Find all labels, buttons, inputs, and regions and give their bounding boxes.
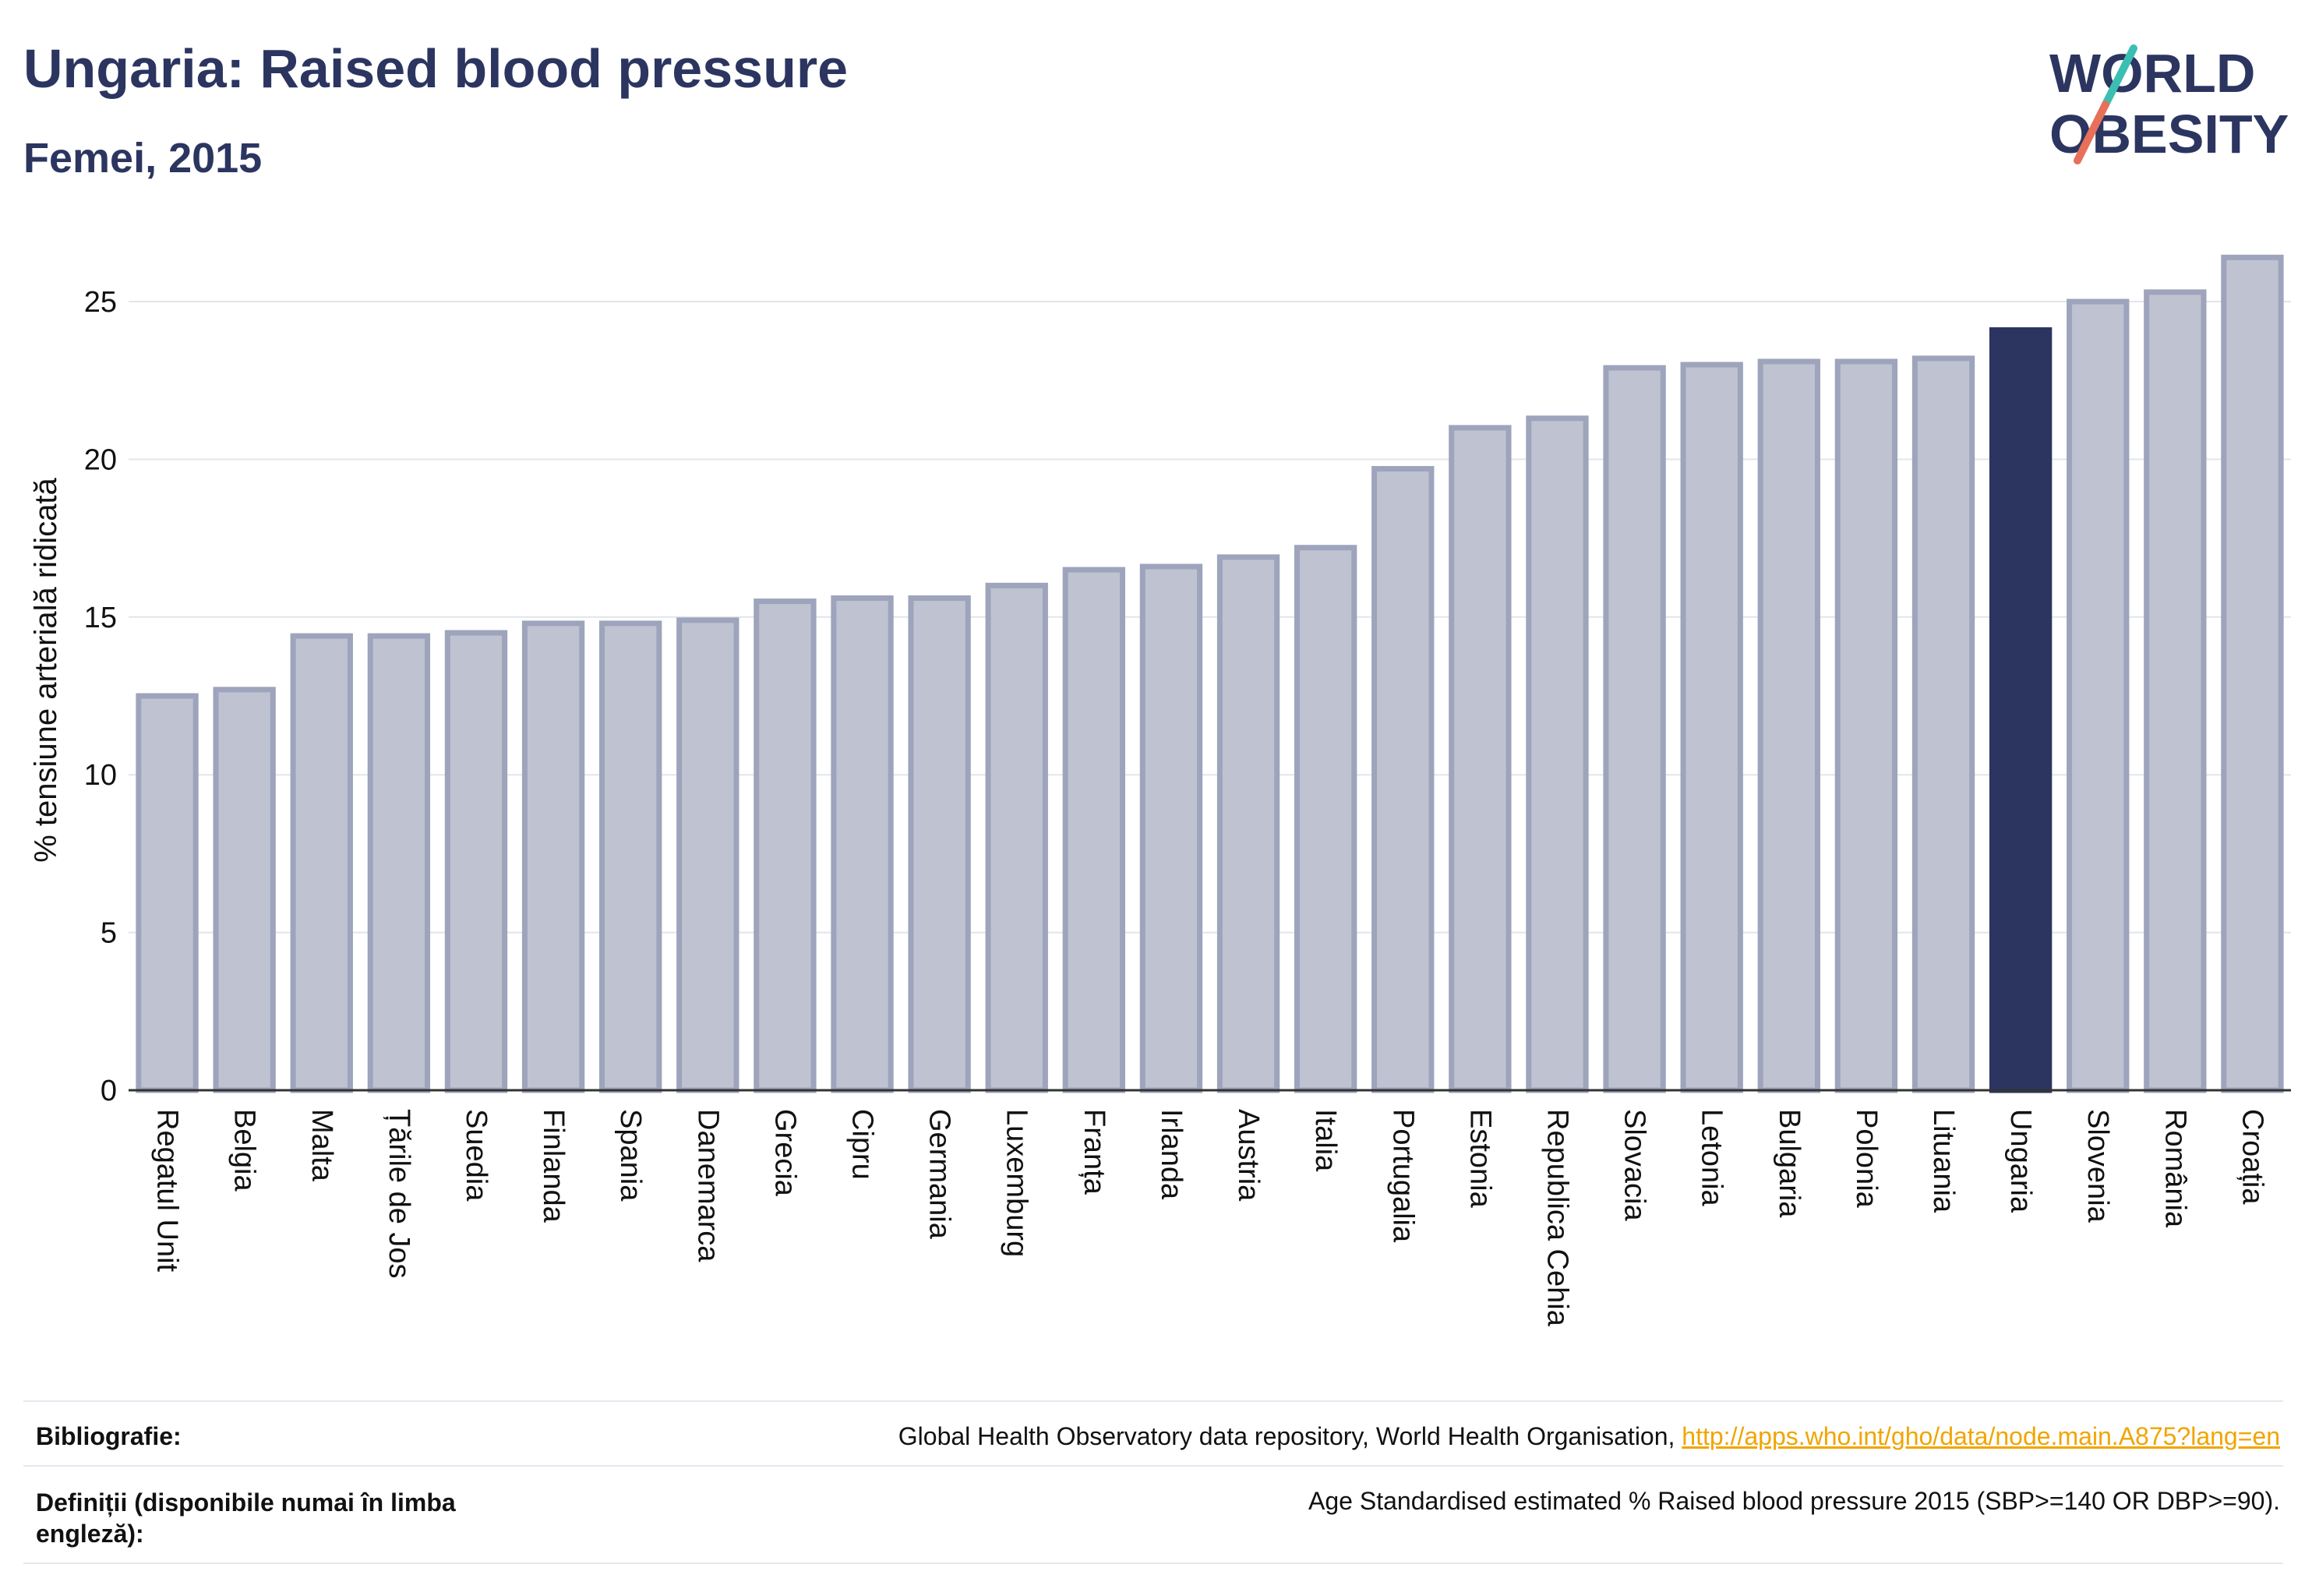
x-tick-label: Italia xyxy=(1309,1109,1342,1172)
bar-slovacia xyxy=(1603,365,1666,1093)
bar-regatul-unit xyxy=(136,693,199,1093)
bar-franța xyxy=(1062,567,1126,1093)
bar-portugalia xyxy=(1371,466,1435,1093)
bar-letonia xyxy=(1680,362,1743,1093)
bar-țările-de-jos xyxy=(367,633,431,1093)
x-tick-label: Estonia xyxy=(1463,1109,1496,1209)
x-tick-label: Irlanda xyxy=(1155,1109,1188,1200)
x-tick-label: Lituania xyxy=(1927,1109,1960,1213)
bibliography-source: Global Health Observatory data repositor… xyxy=(898,1422,2280,1451)
x-axis-ticks: Regatul Unit Belgia Malta Țările de Jos Sued… xyxy=(151,1109,2269,1327)
bar-bulgaria xyxy=(1757,358,1820,1093)
bar-luxemburg xyxy=(985,582,1048,1093)
bar-suedia xyxy=(444,630,508,1093)
x-tick-label: Portugalia xyxy=(1386,1109,1419,1243)
bar-danemarca xyxy=(676,617,740,1093)
bar-belgia xyxy=(213,687,276,1093)
bar-lituania xyxy=(1911,355,1975,1093)
x-tick-label: Ungaria xyxy=(2004,1109,2037,1213)
x-tick-label: Polonia xyxy=(1850,1109,1883,1209)
x-tick-label: Luxemburg xyxy=(1001,1109,1033,1257)
footer-divider-bottom xyxy=(23,1562,2283,1564)
bibliography-label: Bibliografie: xyxy=(36,1422,182,1450)
x-tick-label: Regatul Unit xyxy=(151,1109,184,1273)
y-tick-label: 15 xyxy=(84,602,117,634)
bar-spania xyxy=(599,620,662,1093)
definitions-label: Definiții (disponibile numai în limba en… xyxy=(36,1488,456,1548)
world-obesity-logo: WORLD OBESITY xyxy=(2049,43,2289,164)
bar-cipru xyxy=(831,595,894,1093)
x-tick-label: Croația xyxy=(2236,1109,2268,1205)
bibliography-text: Global Health Observatory data repositor… xyxy=(898,1422,1682,1450)
bibliography-link[interactable]: http://apps.who.int/gho/data/node.main.A… xyxy=(1682,1422,2280,1450)
bar-germania xyxy=(908,595,971,1093)
logo-slash-coral xyxy=(2074,101,2109,164)
y-axis-label: % tensiune arterială ridicată xyxy=(29,477,63,862)
bar-românia xyxy=(2144,289,2207,1093)
bar-finlanda xyxy=(521,620,585,1093)
x-tick-label: Spania xyxy=(614,1109,647,1202)
bar-croația xyxy=(2221,254,2284,1093)
x-tick-label: Grecia xyxy=(768,1109,801,1197)
x-tick-label: Letonia xyxy=(1696,1109,1728,1207)
x-tick-label: Malta xyxy=(305,1109,338,1182)
x-tick-label: Slovacia xyxy=(1618,1109,1651,1221)
bar-slovenia xyxy=(2067,298,2130,1093)
x-tick-label: Suedia xyxy=(460,1109,492,1202)
y-axis-ticks: 0 5 10 15 20 25 xyxy=(84,286,117,1107)
bar-chart: 0 5 10 15 20 25 Regatul Unit Belgia Malta Țările… xyxy=(29,254,2291,1327)
x-tick-label: Cipru xyxy=(846,1109,879,1180)
x-tick-label: Germania xyxy=(923,1109,956,1240)
bars xyxy=(136,254,2284,1093)
bar-republica-cehia xyxy=(1526,415,1589,1093)
x-tick-label: Țările de Jos xyxy=(383,1109,415,1279)
logo-text-world: WORLD xyxy=(2049,43,2255,104)
x-tick-label: Belgia xyxy=(228,1109,261,1192)
bibliography-row: Bibliografie: Global Health Observatory … xyxy=(36,1422,2280,1451)
x-tick-label: Franța xyxy=(1078,1109,1110,1195)
footer-divider-top xyxy=(23,1400,2283,1402)
bar-irlanda xyxy=(1139,563,1203,1093)
logo-slash-teal xyxy=(2102,44,2137,108)
bar-polonia xyxy=(1834,358,1898,1093)
bar-austria xyxy=(1216,554,1280,1093)
y-tick-label: 5 xyxy=(101,917,117,950)
bar-estonia xyxy=(1449,425,1512,1093)
chart-title: Ungaria: Raised blood pressure xyxy=(23,38,849,99)
bar-grecia xyxy=(754,598,817,1093)
x-tick-label: Slovenia xyxy=(2081,1109,2114,1223)
y-tick-label: 10 xyxy=(84,759,117,792)
y-tick-label: 20 xyxy=(84,443,117,476)
definitions-row: Definiții (disponibile numai în limba en… xyxy=(36,1487,2280,1549)
chart-subtitle: Femei, 2015 xyxy=(23,135,263,182)
bar-italia xyxy=(1294,545,1357,1093)
definitions-text: Age Standardised estimated % Raised bloo… xyxy=(1308,1487,2280,1515)
y-tick-label: 0 xyxy=(101,1075,117,1107)
y-tick-label: 25 xyxy=(84,286,117,319)
bar-malta xyxy=(290,633,353,1093)
x-tick-label: Republica Cehia xyxy=(1541,1109,1573,1327)
x-tick-label: Finlanda xyxy=(537,1109,570,1223)
x-tick-label: România xyxy=(2159,1109,2191,1228)
x-tick-label: Austria xyxy=(1232,1109,1265,1202)
footer-divider-middle xyxy=(23,1465,2283,1467)
bar-ungaria xyxy=(1989,327,2053,1093)
x-tick-label: Bulgaria xyxy=(1773,1109,1806,1218)
x-tick-label: Danemarca xyxy=(691,1109,724,1262)
